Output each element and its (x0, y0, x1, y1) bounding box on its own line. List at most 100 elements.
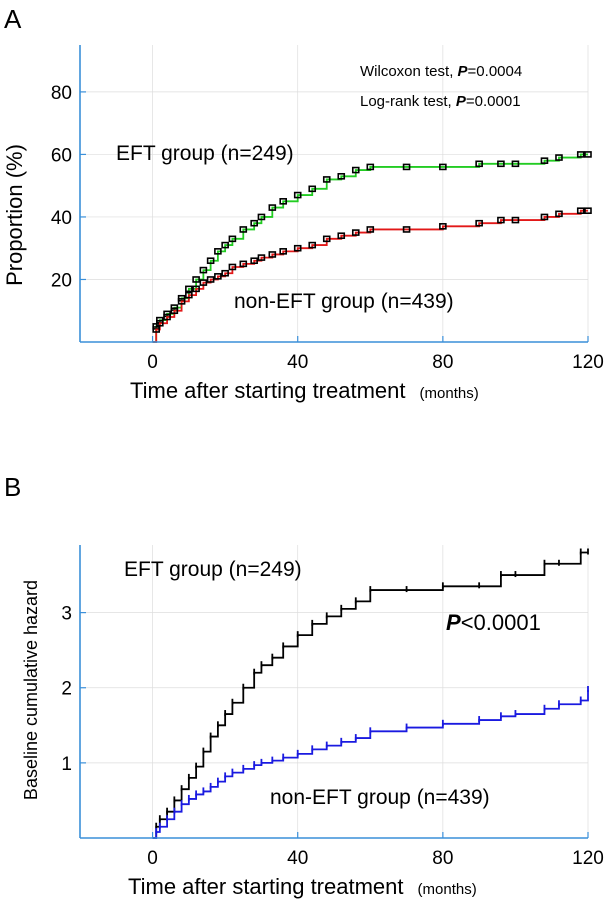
series-0-point-9 (206, 257, 215, 265)
panel-a-x-axis-title: Time after starting treatment (months) (130, 378, 479, 403)
panel-b-y-axis-title: Baseline cumulative hazard (21, 580, 41, 800)
series-1-point-1 (152, 326, 160, 333)
series-1-point-20 (322, 235, 331, 243)
panel-b-tick-labels: 0 40 80 120 1 2 3 (61, 604, 603, 869)
panel-a-non-eft-label: non-EFT group (n=439) (234, 290, 454, 313)
series-0-point-29 (540, 157, 549, 164)
panel-b-axes (79, 545, 589, 839)
panel-b-p-symbol: P (446, 610, 461, 635)
series-1-point-22 (351, 229, 360, 236)
series-line-1 (152, 690, 589, 839)
series-1-point-32 (584, 207, 592, 214)
series-0-point-30 (555, 154, 563, 161)
series-0-point-12 (228, 235, 237, 243)
panel-a: A 0 40 80 120 20 40 60 80 Proportion (%) Time a… (2, 4, 604, 403)
logrank-annotation: Log-rank test, P=0.0001 (360, 93, 521, 110)
series-0-point-15 (257, 213, 266, 221)
series-1-point-10 (214, 273, 222, 280)
panel-b-x-axis-title: Time after starting treatment (months) (128, 874, 477, 899)
series-0-point-24 (402, 163, 411, 171)
series-1-point-12 (228, 263, 237, 271)
panel-a-tick-labels: 0 40 80 120 20 40 60 80 (51, 83, 604, 373)
panel-a-letter: A (4, 4, 22, 34)
y-tick-label-1: 2 (61, 679, 72, 700)
panel-a-axes (79, 45, 589, 343)
series-0-point-7 (192, 276, 200, 283)
logrank-p-symbol: P (456, 93, 467, 110)
y-tick-label-2: 60 (51, 145, 72, 166)
x-tick-label-0: 0 (147, 352, 158, 373)
y-tick-label-0: 20 (51, 270, 72, 291)
x-tick-label-1: 40 (287, 352, 308, 373)
panel-b-non-eft-label: non-EFT group (n=439) (270, 786, 490, 809)
series-1-point-29 (540, 213, 549, 221)
series-1-point-14 (250, 257, 258, 265)
series-1-point-4 (170, 307, 179, 315)
y-tick-label-0: 1 (61, 754, 72, 775)
series-0-point-23 (366, 163, 375, 171)
panel-b-p-value: <0.0001 (461, 610, 541, 635)
panel-a-x-axis-label: Time after starting treatment (130, 378, 406, 403)
series-0-point-20 (322, 176, 331, 183)
x-tick-label-3: 120 (572, 352, 604, 373)
series-1-point-5 (177, 298, 186, 305)
series-0-point-31 (576, 151, 585, 158)
series-0-point-25 (439, 163, 447, 171)
series-1-point-24 (402, 226, 411, 233)
series-1-point-16 (268, 251, 277, 258)
series-0-point-17 (279, 198, 288, 205)
series-0-point-22 (351, 166, 360, 174)
series-0-point-13 (239, 226, 248, 233)
panel-b-series (152, 548, 589, 839)
series-1-point-13 (239, 260, 248, 268)
series-1-point-23 (366, 226, 375, 233)
panel-b-letter: B (4, 472, 21, 502)
panel-b: B 0 40 80 120 1 2 3 Baseline cumulative hazard… (4, 472, 604, 899)
series-0-point-6 (185, 285, 193, 293)
series-1-point-17 (279, 248, 288, 255)
panel-a-y-axis-title: Proportion (%) (2, 144, 27, 286)
series-0-point-11 (221, 241, 229, 249)
series-1-point-15 (257, 254, 266, 261)
panel-a-series (152, 151, 592, 343)
series-1-point-30 (555, 210, 563, 218)
series-0-point-8 (199, 266, 208, 274)
series-1-point-6 (185, 291, 193, 299)
series-0-point-21 (337, 173, 346, 180)
x-tick-label-0: 0 (147, 848, 158, 869)
y-tick-label-1: 40 (51, 208, 72, 229)
panel-b-x-axis-label: Time after starting treatment (128, 874, 404, 899)
series-0-point-28 (511, 160, 520, 168)
panel-a-x-axis-unit: (months) (420, 385, 479, 402)
x-tick-label-1: 40 (287, 848, 308, 869)
series-1-point-31 (576, 207, 585, 214)
x-tick-label-2: 80 (432, 848, 453, 869)
series-1-point-3 (163, 313, 171, 321)
y-tick-label-3: 80 (51, 83, 72, 104)
logrank-p-value: =0.0001 (466, 93, 521, 110)
y-tick-label-2: 3 (61, 604, 72, 625)
panel-a-eft-label: EFT group (n=249) (116, 142, 294, 165)
logrank-label: Log-rank test, (360, 93, 456, 110)
series-1-point-18 (293, 244, 302, 252)
series-0-point-27 (497, 160, 505, 168)
series-1-point-25 (439, 223, 447, 230)
series-1-point-11 (221, 269, 229, 277)
series-0-point-26 (475, 160, 483, 168)
series-0-point-14 (250, 219, 258, 227)
series-1-point-19 (308, 241, 317, 249)
series-1-point-9 (206, 276, 215, 283)
panel-b-p-annotation: P<0.0001 (446, 610, 541, 635)
series-1-point-26 (475, 219, 483, 227)
x-tick-label-3: 120 (572, 848, 604, 869)
series-1-point-27 (497, 216, 505, 224)
series-line-1 (152, 209, 588, 343)
series-0-point-16 (268, 204, 277, 211)
panel-b-eft-label: EFT group (n=249) (124, 558, 302, 581)
series-1-point-8 (199, 279, 208, 286)
series-0-point-10 (214, 248, 222, 255)
series-0-point-32 (584, 151, 592, 158)
wilcoxon-p-value: =0.0004 (468, 63, 523, 80)
wilcoxon-annotation: Wilcoxon test, P=0.0004 (360, 63, 522, 80)
